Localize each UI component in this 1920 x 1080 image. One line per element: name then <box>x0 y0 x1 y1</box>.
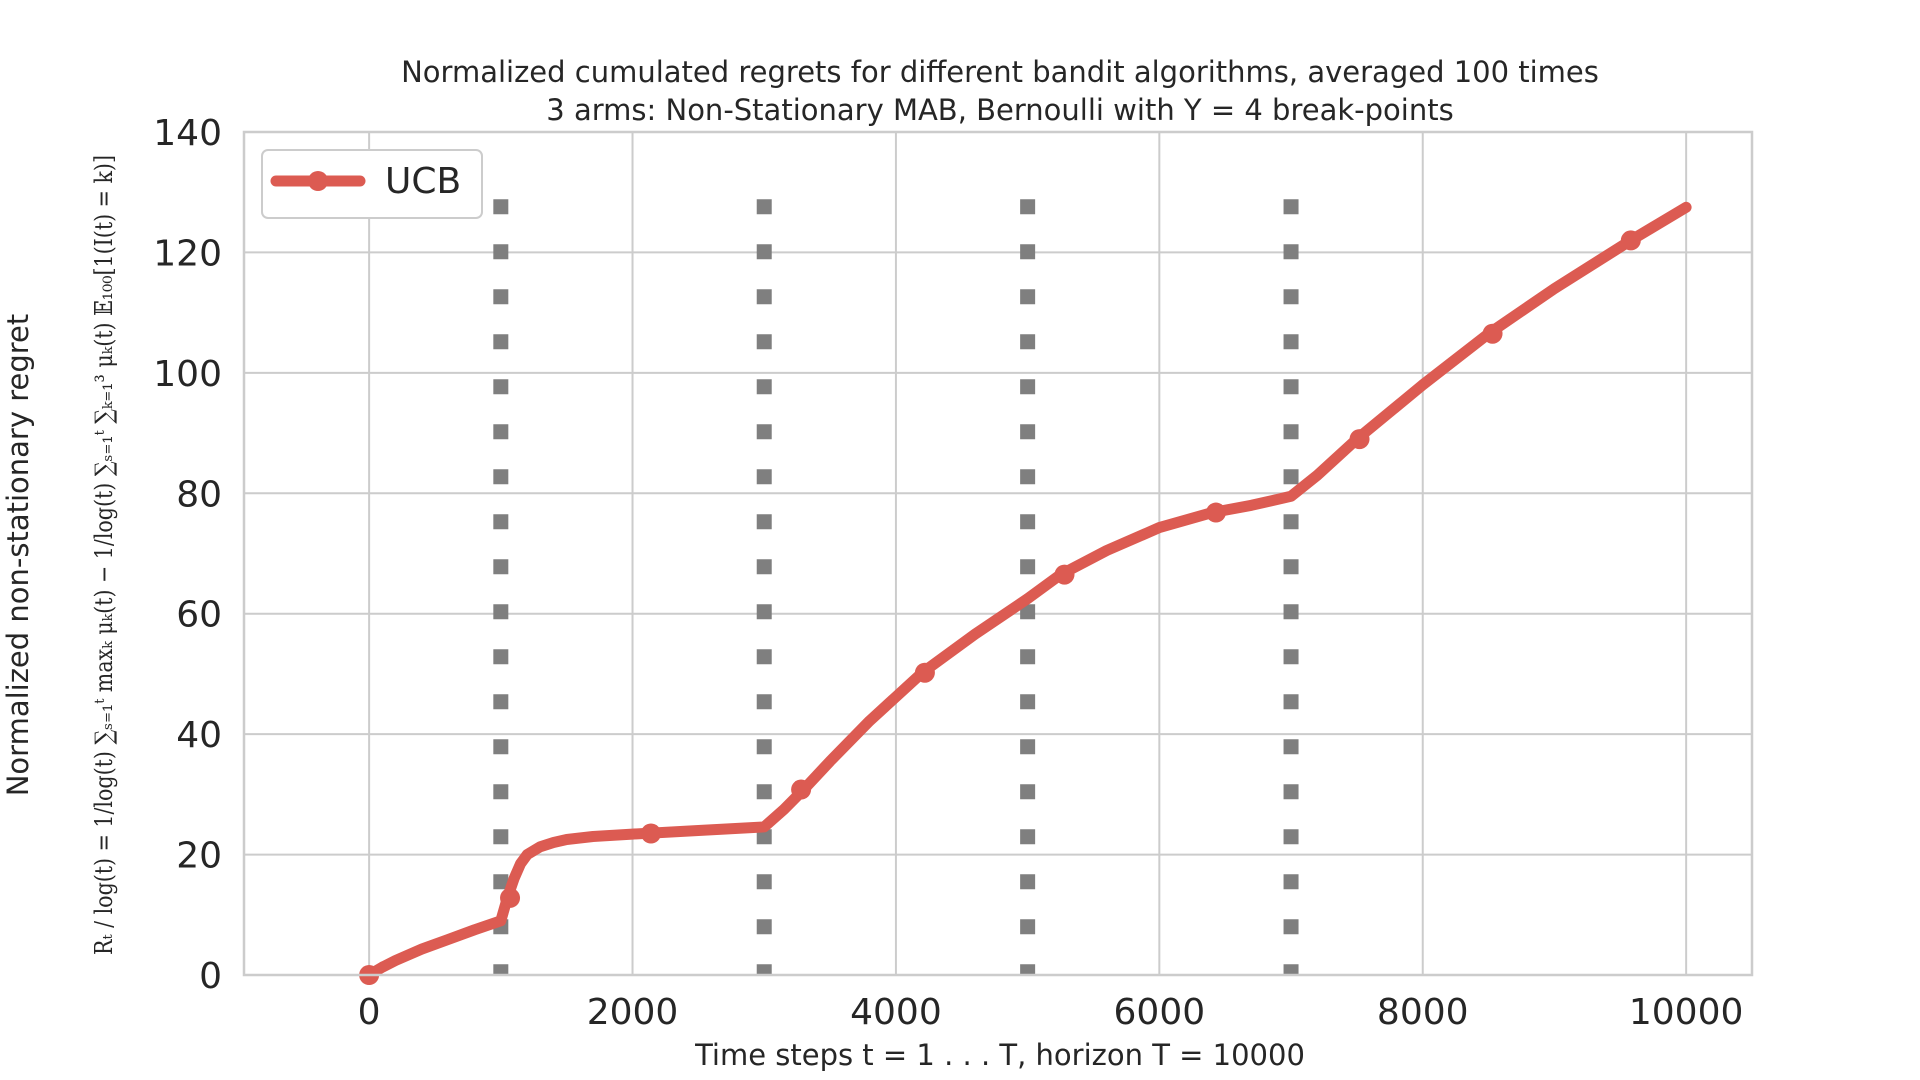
y-tick-label: 40 <box>176 715 222 756</box>
plot-frame <box>242 130 1754 977</box>
x-tick-label: 4000 <box>850 992 942 1033</box>
y-axis-formula: Rₜ / log(t) = 1/log(t) ∑ₛ₌₁ᵗ maxₖ μₖ(t) … <box>90 155 118 955</box>
legend-box <box>261 149 483 219</box>
chart-title-line1: Normalized cumulated regrets for differe… <box>401 55 1599 89</box>
series-marker-ucb <box>500 887 521 908</box>
chart-title-line2: 3 arms: Non-Stationary MAB, Bernoulli wi… <box>546 93 1453 127</box>
series-line-ucb <box>363 201 1692 981</box>
series-marker-ucb <box>1482 323 1503 344</box>
series-marker-ucb <box>1205 502 1226 523</box>
series-marker-ucb <box>1620 230 1641 251</box>
series-marker-ucb <box>1349 429 1370 450</box>
y-tick-label: 20 <box>176 836 222 877</box>
x-tick-label: 0 <box>358 992 381 1033</box>
x-axis-label: Time steps t = 1 . . . T, horizon T = 10… <box>694 1038 1305 1072</box>
series-marker-ucb <box>914 662 935 683</box>
legend-marker-ucb <box>308 171 328 191</box>
legend-label-ucb: UCB <box>385 161 461 202</box>
series-marker-ucb <box>791 779 812 800</box>
series-marker-ucb <box>640 823 661 844</box>
y-axis-label: Normalized non-stationary regret <box>1 314 35 797</box>
x-tick-label: 10000 <box>1629 992 1744 1033</box>
y-tick-label: 100 <box>153 354 222 395</box>
y-tick-label: 80 <box>176 474 222 515</box>
grid <box>244 131 1752 976</box>
y-tick-label: 0 <box>199 956 222 997</box>
y-tick-label: 140 <box>153 113 222 154</box>
x-tick-label: 8000 <box>1377 992 1469 1033</box>
y-tick-label: 120 <box>153 233 222 274</box>
series-ucb <box>359 201 1692 985</box>
tick-labels: 0 2000 4000 6000 8000 10000 0 20 40 60 80 100 120 140 <box>153 113 1743 1033</box>
series-marker-ucb <box>1054 564 1075 585</box>
y-tick-label: 60 <box>176 595 222 636</box>
x-tick-label: 2000 <box>587 992 679 1033</box>
legend: UCB <box>261 149 483 219</box>
x-tick-label: 6000 <box>1114 992 1206 1033</box>
